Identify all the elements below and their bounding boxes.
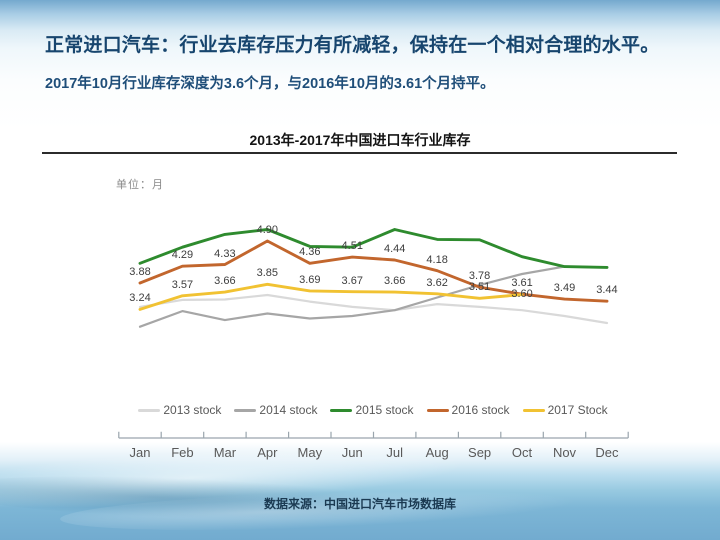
data-label-2016-dec: 3.44 xyxy=(596,284,618,297)
data-label-2016-jul: 4.44 xyxy=(383,242,406,255)
series-line-2016-stock xyxy=(138,239,609,303)
legend-swatch-2017 xyxy=(522,408,545,412)
legend-item-2017: 2017 Stock xyxy=(522,403,608,417)
data-label-2017-may: 3.69 xyxy=(299,273,321,286)
legend-label-2015: 2015 stock xyxy=(355,403,414,417)
x-tick-may: May xyxy=(297,445,323,460)
chart-title: 2013年-2017年中国进口车行业库存 xyxy=(249,132,471,148)
legend-swatch-2014 xyxy=(234,408,257,412)
unit-label: 单位：月 xyxy=(116,179,164,191)
page-subtitle: 2017年10月行业库存深度为3.6个月，与2016年10月的3.61个月持平。 xyxy=(45,76,495,92)
data-label-2017-aug: 3.62 xyxy=(426,276,448,289)
legend-item-2013: 2013 stock xyxy=(138,403,221,417)
legend-label-2016: 2016 stock xyxy=(451,403,510,417)
data-label-2016-jan: 3.88 xyxy=(129,266,151,279)
legend-item-2014: 2014 stock xyxy=(234,403,317,417)
x-tick-nov: Nov xyxy=(552,445,577,460)
data-label-2017-mar: 3.66 xyxy=(214,275,236,288)
data-label-2016-sep: 3.78 xyxy=(468,270,491,283)
data-label-2016-aug: 4.18 xyxy=(426,253,448,266)
legend-swatch-2015 xyxy=(330,408,353,412)
data-label-2016-mar: 4.33 xyxy=(214,247,236,260)
series-line-2014-stock xyxy=(138,265,609,328)
data-source-note: 数据来源：中国进口汽车市场数据库 xyxy=(263,497,456,511)
data-label-2017-apr: 3.85 xyxy=(256,267,279,280)
x-tick-oct: Oct xyxy=(511,445,533,460)
data-label-2016-may: 4.36 xyxy=(299,246,321,259)
legend-label-2013: 2013 stock xyxy=(163,403,222,417)
x-tick-aug: Aug xyxy=(425,445,449,460)
x-tick-apr: Apr xyxy=(257,445,278,460)
data-label-2017-jun: 3.67 xyxy=(341,274,363,287)
legend-item-2015: 2015 stock xyxy=(330,403,414,417)
data-label-2017-jul: 3.66 xyxy=(383,275,406,288)
data-label-2017-jan: 3.24 xyxy=(129,292,151,305)
data-label-2016-jun: 4.51 xyxy=(341,240,363,253)
x-axis xyxy=(118,431,629,439)
data-label-2016-nov: 3.49 xyxy=(553,282,576,295)
page-title: 正常进口汽车：行业去库存压力有所减轻，保持在一个相对合理的水平。 xyxy=(45,35,660,56)
legend-swatch-2013 xyxy=(138,408,161,412)
data-label-2016-feb: 4.29 xyxy=(171,249,194,262)
series-line-2015-stock xyxy=(138,228,609,269)
legend-label-2014: 2014 stock xyxy=(259,403,318,417)
series-line-2013-stock xyxy=(138,293,609,325)
data-label-2017-feb: 3.57 xyxy=(171,278,194,291)
series-line-2017-stock xyxy=(138,282,524,311)
x-tick-mar: Mar xyxy=(213,445,237,460)
x-tick-jan: Jan xyxy=(129,445,151,460)
data-label-2016-oct: 3.61 xyxy=(511,277,533,290)
legend-swatch-2016 xyxy=(426,408,449,412)
x-tick-sep: Sep xyxy=(468,445,492,460)
chart-legend: 2013 stock 2014 stock 2015 stock 2016 stock… xyxy=(118,401,628,419)
x-tick-jul: Jul xyxy=(386,445,403,460)
title-separator-line xyxy=(42,152,677,154)
x-tick-dec: Dec xyxy=(595,445,619,460)
data-label-2017-sep: 3.51 xyxy=(468,281,491,294)
x-tick-jun: Jun xyxy=(341,445,363,460)
x-tick-feb: Feb xyxy=(171,445,194,460)
legend-item-2016: 2016 stock xyxy=(426,403,510,417)
legend-label-2017: 2017 Stock xyxy=(547,403,608,417)
data-label-2017-oct: 3.60 xyxy=(511,288,533,301)
data-label-2016-apr: 4.90 xyxy=(256,224,279,237)
